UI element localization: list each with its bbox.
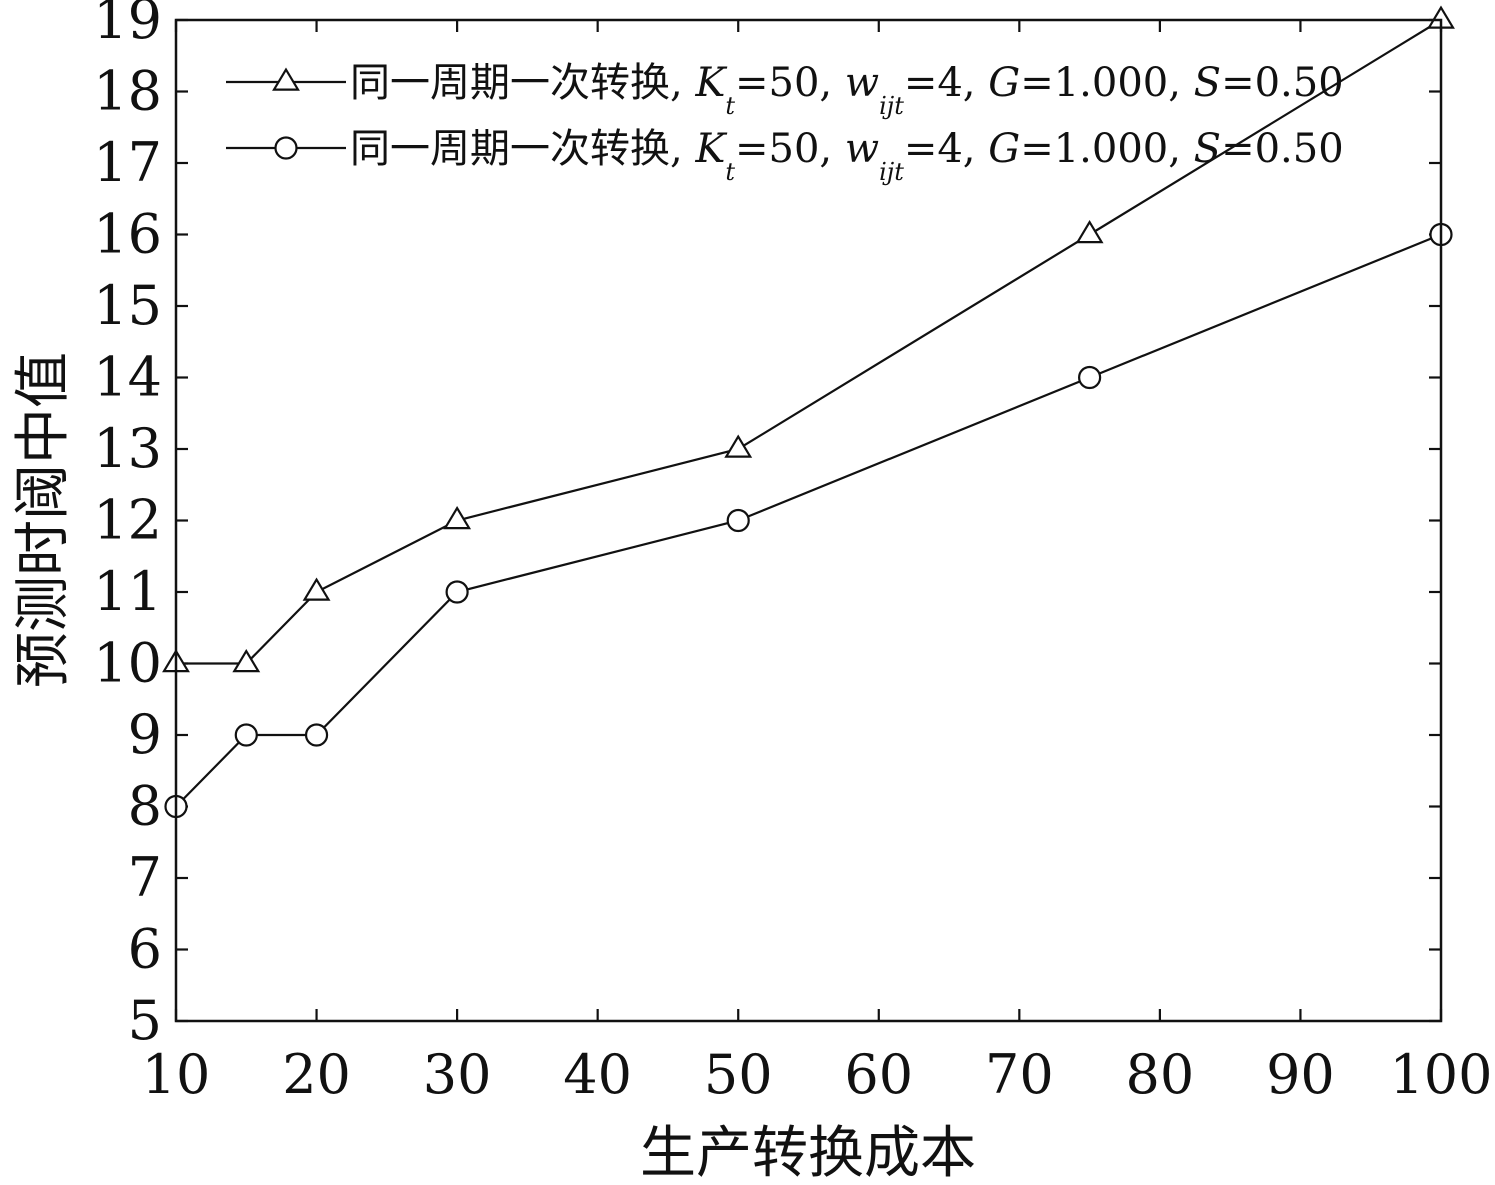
series-2 — [164, 222, 1453, 819]
data-point-circle — [234, 723, 258, 747]
data-point-circle — [1078, 365, 1102, 390]
legend-k-sub: t — [725, 92, 735, 120]
x-tick-label: 40 — [563, 1043, 632, 1106]
y-tick-label: 17 — [93, 131, 162, 194]
legend-g-val: =1.000, — [1020, 60, 1193, 106]
y-tick-label: 16 — [93, 203, 162, 266]
x-tick-label: 90 — [1266, 1043, 1335, 1106]
legend-w-val: =4, — [904, 126, 988, 172]
legend-s: S — [1194, 126, 1221, 172]
y-tick-label: 7 — [128, 846, 162, 909]
legend-g: G — [988, 60, 1020, 106]
data-point-circle — [304, 723, 329, 747]
data-point-circle — [726, 508, 750, 533]
legend-label: 同一周期一次转换, Kt=50, wijt=4, G=1.000, S=0.50 — [350, 60, 1344, 120]
legend-label: 同一周期一次转换, Kt=50, wijt=4, G=1.000, S=0.50 — [350, 126, 1344, 186]
series-layer — [162, 5, 1455, 819]
legend-prefix: 同一周期一次转换, — [350, 126, 695, 172]
x-tick-label: 20 — [282, 1043, 351, 1106]
legend-entry-2: 同一周期一次转换, Kt=50, wijt=4, G=1.000, S=0.50 — [226, 126, 1344, 186]
legend-marker-triangle — [272, 67, 300, 91]
series-1 — [162, 5, 1455, 673]
x-tick-label: 80 — [1126, 1043, 1195, 1106]
legend-entry-1: 同一周期一次转换, Kt=50, wijt=4, G=1.000, S=0.50 — [226, 60, 1344, 120]
y-tick-label: 5 — [128, 989, 162, 1052]
data-point-circle — [445, 580, 469, 604]
legend-s-val: =0.50 — [1221, 60, 1344, 106]
legend-k-val: =50, — [735, 60, 845, 106]
legend-k: K — [694, 60, 727, 106]
y-tick-label: 14 — [93, 346, 162, 409]
axis-ticks: 10 20 30 40 50 60 70 80 90 100 5 6 7 8 9 10 11 12 13 14 15 16… — [93, 0, 1492, 1106]
legend-k-sub: t — [725, 158, 735, 186]
y-tick-label: 18 — [93, 60, 162, 123]
series-line — [176, 19, 1442, 665]
data-point-triangle — [1075, 219, 1104, 244]
data-point-triangle — [302, 577, 331, 601]
data-point-triangle — [443, 505, 472, 530]
x-tick-label: 30 — [423, 1043, 492, 1106]
y-tick-label: 9 — [128, 703, 162, 766]
plot-frame — [174, 18, 1443, 1023]
y-tick-label: 19 — [93, 0, 162, 51]
legend-w: w — [845, 60, 879, 106]
legend-prefix: 同一周期一次转换, — [350, 60, 695, 106]
legend-w: w — [845, 126, 879, 172]
data-point-triangle — [232, 648, 261, 673]
series-line — [175, 233, 1442, 808]
y-tick-label: 11 — [93, 560, 162, 623]
y-tick-label: 15 — [93, 274, 162, 337]
legend-marker-circle — [274, 136, 298, 160]
legend-k: K — [694, 126, 727, 172]
x-tick-label: 50 — [704, 1043, 773, 1106]
y-axis-title: 预测时阈中值 — [11, 352, 76, 688]
y-tick-label: 10 — [93, 632, 162, 695]
legend: 同一周期一次转换, Kt=50, wijt=4, G=1.000, S=0.50… — [226, 60, 1344, 186]
x-tick-label: 10 — [142, 1043, 211, 1106]
y-tick-label: 13 — [93, 417, 162, 480]
legend-w-sub: ijt — [879, 158, 904, 186]
legend-s-val: =0.50 — [1221, 126, 1344, 172]
legend-s: S — [1194, 60, 1221, 106]
legend-g: G — [988, 126, 1020, 172]
x-tick-label: 60 — [844, 1043, 913, 1106]
y-tick-label: 6 — [128, 918, 162, 981]
data-point-triangle — [724, 434, 753, 458]
x-axis-title: 生产转换成本 — [640, 1121, 976, 1185]
legend-w-val: =4, — [904, 60, 988, 106]
y-tick-label: 8 — [128, 775, 162, 838]
y-tick-label: 12 — [93, 489, 162, 552]
legend-w-sub: ijt — [879, 92, 904, 120]
legend-k-val: =50, — [735, 126, 845, 172]
x-tick-label: 70 — [985, 1043, 1054, 1106]
x-tick-label: 100 — [1389, 1043, 1492, 1106]
legend-g-val: =1.000, — [1020, 126, 1193, 172]
